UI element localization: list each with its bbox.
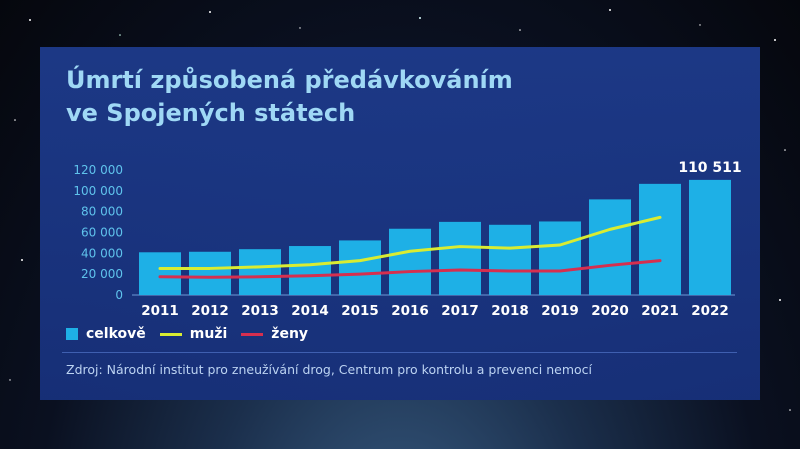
x-tick-label: 2013 [241,303,279,319]
title-line-2: ve Spojených státech [66,99,356,127]
source-divider [62,352,737,353]
x-tick-label: 2016 [391,303,429,319]
bar-2015 [339,240,381,295]
legend-label-total: celkově [86,326,146,342]
x-tick-label: 2014 [291,303,329,319]
chart-title: Úmrtí způsobená předávkováním ve Spojený… [66,64,513,130]
x-tick-label: 2020 [591,303,629,319]
legend-label-women: ženy [271,326,309,342]
x-tick-label: 2021 [641,303,679,319]
y-tick-label: 40 000 [81,246,123,260]
bar-2018 [489,224,531,295]
bar-2014 [289,246,331,295]
x-tick-label: 2019 [541,303,579,319]
y-tick-label: 80 000 [81,205,123,219]
x-tick-label: 2011 [141,303,179,319]
x-tick-label: 2022 [691,303,729,319]
bar-2020 [589,199,631,295]
bar-2019 [539,221,581,295]
bar-2013 [239,249,281,295]
legend-swatch-men [159,332,182,336]
legend-item-total: celkově [66,326,146,342]
source-note: Zdroj: Národní institut pro zneužívání d… [66,362,593,377]
legend-item-men: muži [159,326,228,342]
legend-item-women: ženy [241,326,308,342]
line-women [158,259,662,279]
y-tick-label: 60 000 [81,226,123,240]
bar-2021 [639,183,681,295]
data-label: 110 511 [678,160,741,176]
bar-2012 [189,251,231,295]
y-tick-label: 0 [115,288,123,302]
x-tick-label: 2017 [441,303,479,319]
y-tick-label: 120 000 [73,163,123,177]
x-tick-label: 2018 [491,303,529,319]
legend-label-men: muži [189,326,228,342]
legend-swatch-total [66,328,78,340]
y-tick-label: 100 000 [73,184,123,198]
x-tick-label: 2015 [341,303,379,319]
y-tick-label: 20 000 [81,267,123,281]
bar-2016 [389,228,431,295]
bar-2011 [139,252,181,295]
bar-2022 [689,179,731,295]
bar-2017 [439,221,481,295]
line-men [158,215,662,270]
chart-legend: celkově muži ženy [66,325,322,343]
title-line-1: Úmrtí způsobená předávkováním [66,66,513,94]
x-tick-label: 2012 [191,303,229,319]
legend-swatch-women [241,332,264,336]
